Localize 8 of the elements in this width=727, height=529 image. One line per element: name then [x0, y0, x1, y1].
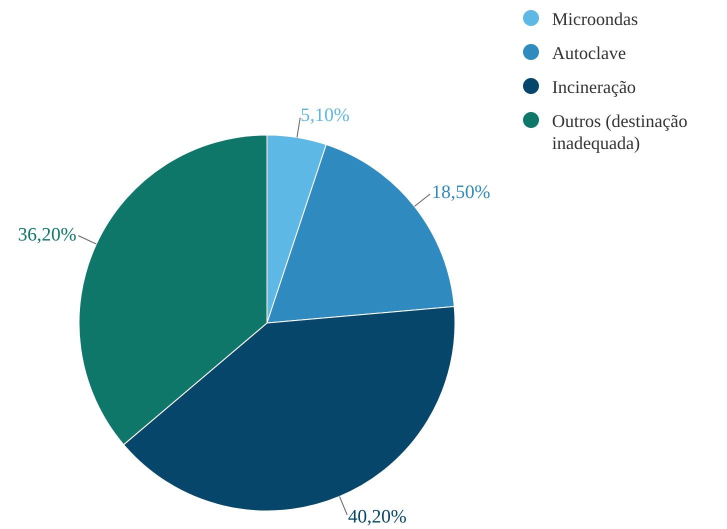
legend-label: Autoclave: [552, 42, 626, 64]
legend-label: Incineração: [552, 76, 636, 98]
data-label: 5,10%: [300, 105, 350, 126]
data-label: 36,20%: [18, 224, 77, 246]
data-label: 40,20%: [348, 506, 407, 528]
data-label: 18,50%: [432, 182, 490, 204]
legend-label: Outros (destinação inadequada): [552, 110, 688, 154]
legend-label: Microondas: [552, 8, 638, 30]
